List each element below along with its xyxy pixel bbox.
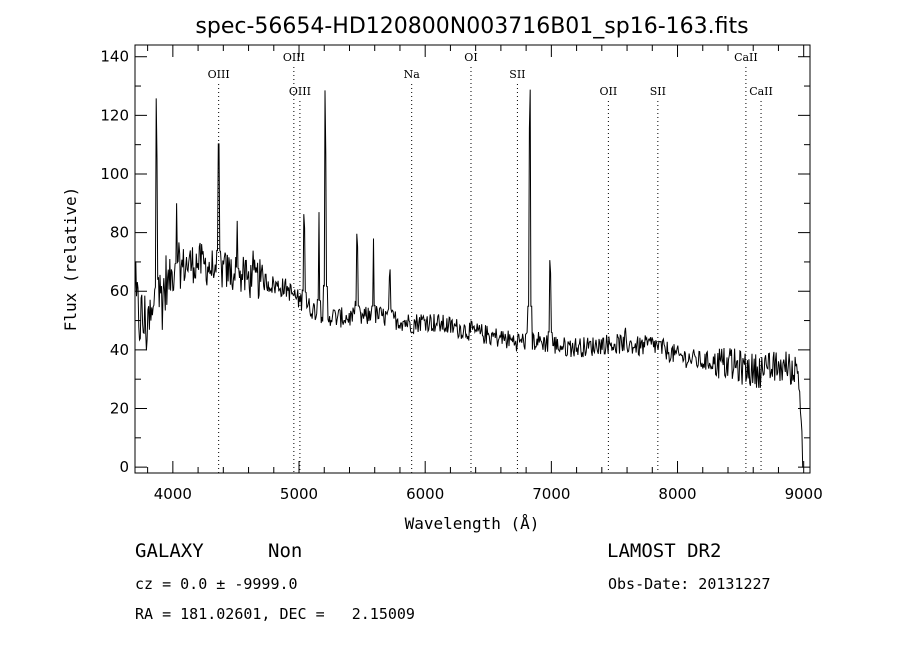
chart-title: spec-56654-HD120800N003716B01_sp16-163.f… bbox=[195, 14, 748, 39]
line-label: Na bbox=[404, 68, 421, 81]
object-class: GALAXY bbox=[135, 540, 204, 562]
obs-date: Obs-Date: 20131227 bbox=[608, 575, 771, 593]
line-label: SII bbox=[650, 85, 666, 98]
spectrum-line-group bbox=[134, 89, 804, 468]
x-axis: 4000 5000 6000 7000 8000 9000 bbox=[147, 45, 823, 503]
line-label: OI bbox=[464, 51, 477, 64]
x-tick-label: 4000 bbox=[154, 485, 192, 503]
y-tick-label: 40 bbox=[110, 341, 129, 359]
y-tick-label: 100 bbox=[100, 165, 129, 183]
line-label: OII bbox=[600, 85, 618, 98]
line-label: SII bbox=[509, 68, 525, 81]
y-tick-label: 60 bbox=[110, 282, 129, 300]
object-subclass: Non bbox=[268, 540, 303, 562]
y-axis: 0 20 40 60 80 100 120 140 bbox=[100, 48, 810, 476]
x-tick-label: 7000 bbox=[532, 485, 570, 503]
x-axis-label: Wavelength (Å) bbox=[405, 514, 540, 533]
line-label: CaII bbox=[734, 51, 758, 64]
plot-frame bbox=[134, 44, 811, 474]
x-tick-label: 9000 bbox=[785, 485, 823, 503]
spectrum-line bbox=[134, 89, 804, 468]
line-label: OIII bbox=[289, 85, 311, 98]
coordinates: RA = 181.02601, DEC = 2.15009 bbox=[135, 605, 415, 623]
line-label: CaII bbox=[749, 85, 773, 98]
y-tick-label: 20 bbox=[110, 400, 129, 418]
x-tick-label: 6000 bbox=[406, 485, 444, 503]
y-axis-label: Flux (relative) bbox=[61, 187, 80, 332]
line-label: OIII bbox=[283, 51, 305, 64]
y-tick-label: 80 bbox=[110, 224, 129, 242]
redshift-info: cz = 0.0 ± -9999.0 bbox=[135, 575, 298, 593]
survey-name: LAMOST DR2 bbox=[607, 540, 722, 562]
y-tick-label: 0 bbox=[119, 458, 129, 476]
line-label: OIII bbox=[208, 68, 230, 81]
y-tick-label: 120 bbox=[100, 106, 129, 124]
y-tick-label: 140 bbox=[100, 48, 129, 66]
x-tick-label: 5000 bbox=[280, 485, 318, 503]
line-annotations: OIII OIII OIII Na OI SII OII SII CaII CaII bbox=[208, 51, 773, 473]
x-tick-label: 8000 bbox=[658, 485, 696, 503]
